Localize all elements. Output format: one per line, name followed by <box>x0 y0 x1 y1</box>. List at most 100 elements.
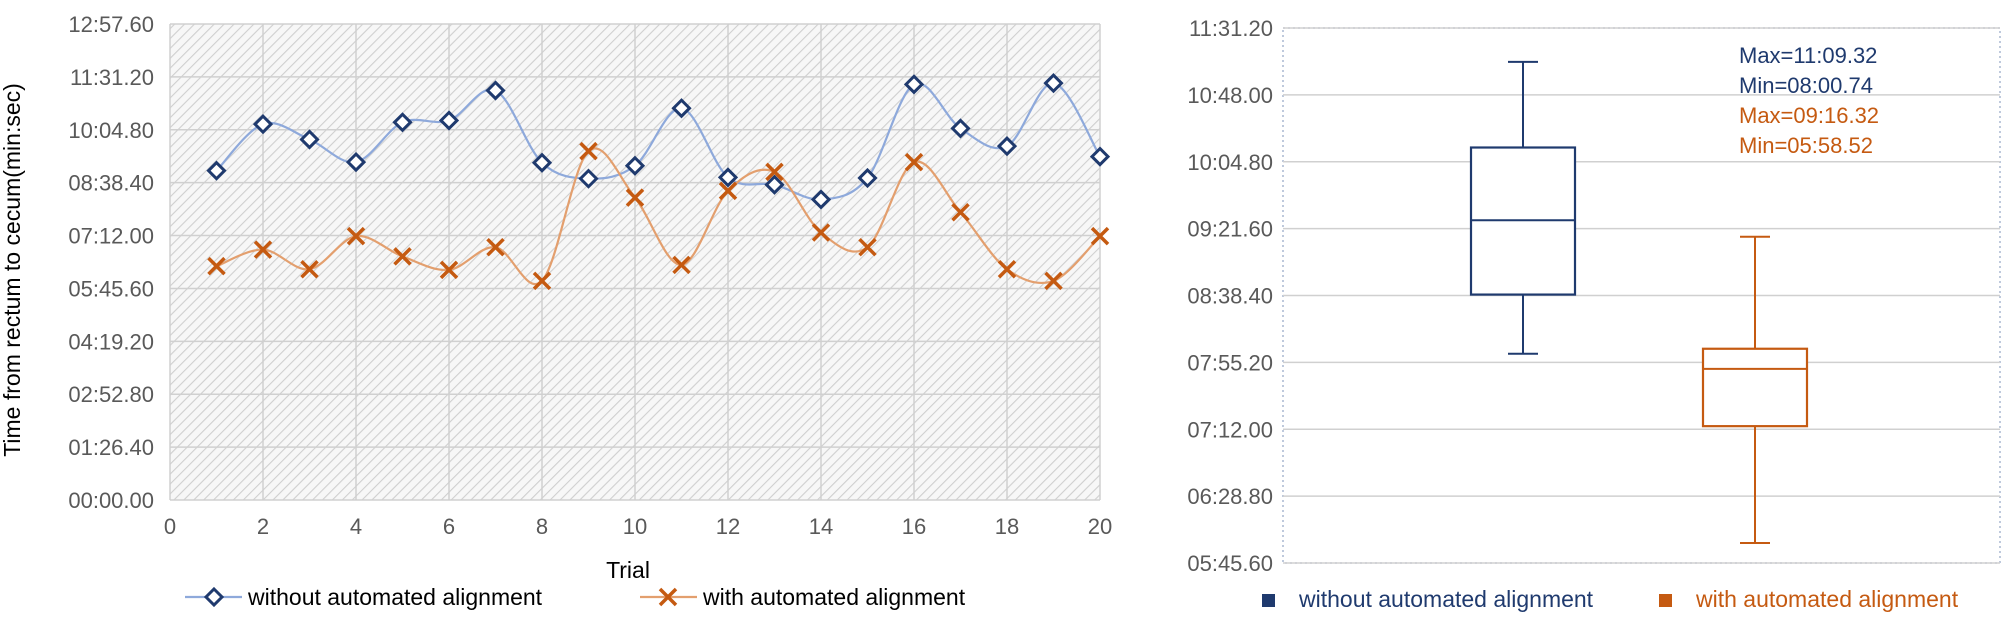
y-tick-label: 10:04.80 <box>1187 150 1273 175</box>
data-point-diamond <box>438 110 460 131</box>
data-point-diamond <box>299 129 320 150</box>
series-line-with <box>216 147 1101 285</box>
data-point-diamond <box>764 174 785 195</box>
legend-label-with: with automated alignment <box>1695 586 1959 612</box>
y-tick-labels: 05:45.60 06:28.80 07:12.00 07:55.20 08:38.40… <box>1187 16 1273 576</box>
box-with <box>1701 235 1809 544</box>
x-tick-label: 4 <box>350 514 362 539</box>
data-point-x <box>439 260 459 280</box>
x-axis-label: Trial <box>606 557 650 583</box>
legend-square-with <box>1659 594 1672 607</box>
data-point-x <box>393 247 412 266</box>
y-tick-label: 11:31.20 <box>1189 16 1273 41</box>
data-point-x <box>532 271 552 291</box>
x-tick-label: 10 <box>623 514 647 539</box>
gridlines <box>1283 27 2000 564</box>
data-point-x <box>672 255 691 275</box>
x-tick-label: 8 <box>536 514 548 539</box>
data-point-diamond <box>578 168 599 189</box>
data-point-diamond <box>531 152 553 173</box>
y-tick-label: 11:31.20 <box>70 65 154 90</box>
y-tick-label: 00:00.00 <box>68 488 154 513</box>
data-point-diamond <box>1089 146 1111 167</box>
data-point-x <box>486 237 505 257</box>
y-tick-label: 02:52.80 <box>68 382 154 407</box>
legend-item-without: without automated alignment <box>185 584 543 610</box>
x-tick-label: 16 <box>902 514 926 539</box>
y-tick-label: 01:26.40 <box>68 435 154 460</box>
data-point-x <box>625 188 645 207</box>
data-point-x <box>858 237 877 257</box>
data-point-diamond <box>485 80 506 101</box>
data-point-x <box>253 240 273 259</box>
y-tick-labels: 00:00.00 01:26.40 02:52.80 04:19.20 05:45.60… <box>68 12 154 513</box>
data-point-diamond <box>903 74 925 95</box>
gridlines <box>169 23 1101 501</box>
data-point-diamond <box>392 112 413 133</box>
data-point-x <box>997 259 1017 279</box>
legend-diamond-marker <box>203 586 225 608</box>
legend-label-with: with automated alignment <box>702 584 966 610</box>
legend-label-without: without automated alignment <box>1298 586 1594 612</box>
y-tick-label: 10:48.00 <box>1187 83 1273 108</box>
x-tick-label: 14 <box>809 514 833 539</box>
annotation-min-without: Min=08:00.74 <box>1739 73 1873 98</box>
y-tick-label: 04:19.20 <box>68 329 154 354</box>
x-tick-label: 18 <box>995 514 1019 539</box>
data-point-x <box>765 162 784 182</box>
x-tick-label: 20 <box>1088 514 1112 539</box>
y-tick-label: 07:55.20 <box>1187 350 1273 375</box>
data-point-diamond <box>717 167 739 188</box>
y-tick-label: 07:12.00 <box>1187 417 1273 442</box>
y-tick-label: 08:38.40 <box>68 171 154 196</box>
x-tick-label: 2 <box>257 514 269 539</box>
data-point-diamond <box>206 160 227 181</box>
annotation-min-with: Min=05:58.52 <box>1739 133 1873 158</box>
data-point-diamond <box>857 167 878 189</box>
data-point-x <box>346 226 366 246</box>
y-tick-label: 05:45.60 <box>1187 551 1273 576</box>
iqr-box <box>1701 347 1809 428</box>
data-point-x <box>300 259 319 279</box>
data-point-diamond <box>671 98 692 119</box>
data-point-x <box>207 256 226 276</box>
legend-item-with: with automated alignment <box>1659 586 1959 612</box>
y-tick-label: 12:57.60 <box>68 12 154 37</box>
line-chart: 00:00.00 01:26.40 02:52.80 04:19.20 05:45.60… <box>0 12 1112 610</box>
annotation-max-with: Max=09:16.32 <box>1739 103 1879 128</box>
y-tick-label: 07:12.00 <box>68 224 154 249</box>
legend-item-with: with automated alignment <box>640 584 966 610</box>
data-point-x <box>951 203 970 222</box>
x-tick-labels: 0 2 4 6 8 10 12 14 16 18 20 <box>164 514 1112 539</box>
boxes-group <box>1469 60 1809 544</box>
data-point-diamond <box>345 151 367 173</box>
data-point-x <box>579 141 598 161</box>
data-point-x <box>811 223 831 242</box>
legend-square-without <box>1262 594 1275 607</box>
y-tick-label: 09:21.60 <box>1187 217 1273 242</box>
data-point-x <box>1044 271 1063 291</box>
box-plot-chart: 05:45.60 06:28.80 07:12.00 07:55.20 08:38.40… <box>1187 16 2001 612</box>
legend: without automated alignment with automat… <box>185 584 966 610</box>
data-point-diamond <box>950 118 971 139</box>
legend-x-marker <box>658 587 678 607</box>
data-point-diamond <box>996 136 1018 157</box>
legend: without automated alignment with automat… <box>1262 586 1959 612</box>
data-point-x <box>718 181 738 201</box>
box-without <box>1469 60 1577 355</box>
legend-label-without: without automated alignment <box>247 584 543 610</box>
y-axis-label: Time from rectum to cecum(min:sec) <box>0 83 25 457</box>
data-point-diamond <box>1043 73 1064 94</box>
y-tick-label: 08:38.40 <box>1187 284 1273 309</box>
data-point-x <box>1090 226 1110 246</box>
series-group <box>206 73 1111 291</box>
x-tick-label: 12 <box>716 514 740 539</box>
x-tick-label: 6 <box>443 514 455 539</box>
y-tick-label: 06:28.80 <box>1187 484 1273 509</box>
annotation-max-without: Max=11:09.32 <box>1739 43 1877 68</box>
annotations: Max=11:09.32 Min=08:00.74 Max=09:16.32 M… <box>1739 43 1879 158</box>
x-tick-label: 0 <box>164 514 176 539</box>
y-tick-label: 05:45.60 <box>68 276 154 301</box>
legend-item-without: without automated alignment <box>1262 586 1594 612</box>
